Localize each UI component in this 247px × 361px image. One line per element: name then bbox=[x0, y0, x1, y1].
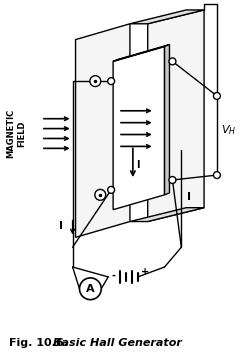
Circle shape bbox=[108, 186, 115, 193]
Circle shape bbox=[169, 58, 176, 65]
Text: $V_H$: $V_H$ bbox=[221, 124, 236, 138]
Circle shape bbox=[80, 278, 101, 300]
Text: Fig. 10.6.: Fig. 10.6. bbox=[9, 338, 68, 348]
Polygon shape bbox=[76, 24, 130, 237]
Polygon shape bbox=[130, 10, 204, 24]
Circle shape bbox=[169, 177, 176, 183]
Text: -: - bbox=[111, 271, 115, 281]
Circle shape bbox=[213, 171, 220, 179]
Circle shape bbox=[213, 92, 220, 99]
Polygon shape bbox=[148, 10, 204, 222]
Text: +: + bbox=[141, 267, 149, 277]
Text: I: I bbox=[136, 160, 139, 170]
Polygon shape bbox=[113, 44, 169, 61]
Polygon shape bbox=[130, 208, 204, 222]
Circle shape bbox=[108, 78, 115, 84]
Text: I: I bbox=[187, 192, 191, 202]
Circle shape bbox=[95, 190, 106, 200]
Text: MAGNETIC
FIELD: MAGNETIC FIELD bbox=[6, 109, 26, 158]
Text: I: I bbox=[59, 221, 63, 231]
Polygon shape bbox=[113, 47, 165, 210]
Polygon shape bbox=[165, 44, 169, 195]
Text: A: A bbox=[86, 284, 95, 294]
Text: Basic Hall Generator: Basic Hall Generator bbox=[53, 338, 182, 348]
Circle shape bbox=[90, 76, 101, 87]
